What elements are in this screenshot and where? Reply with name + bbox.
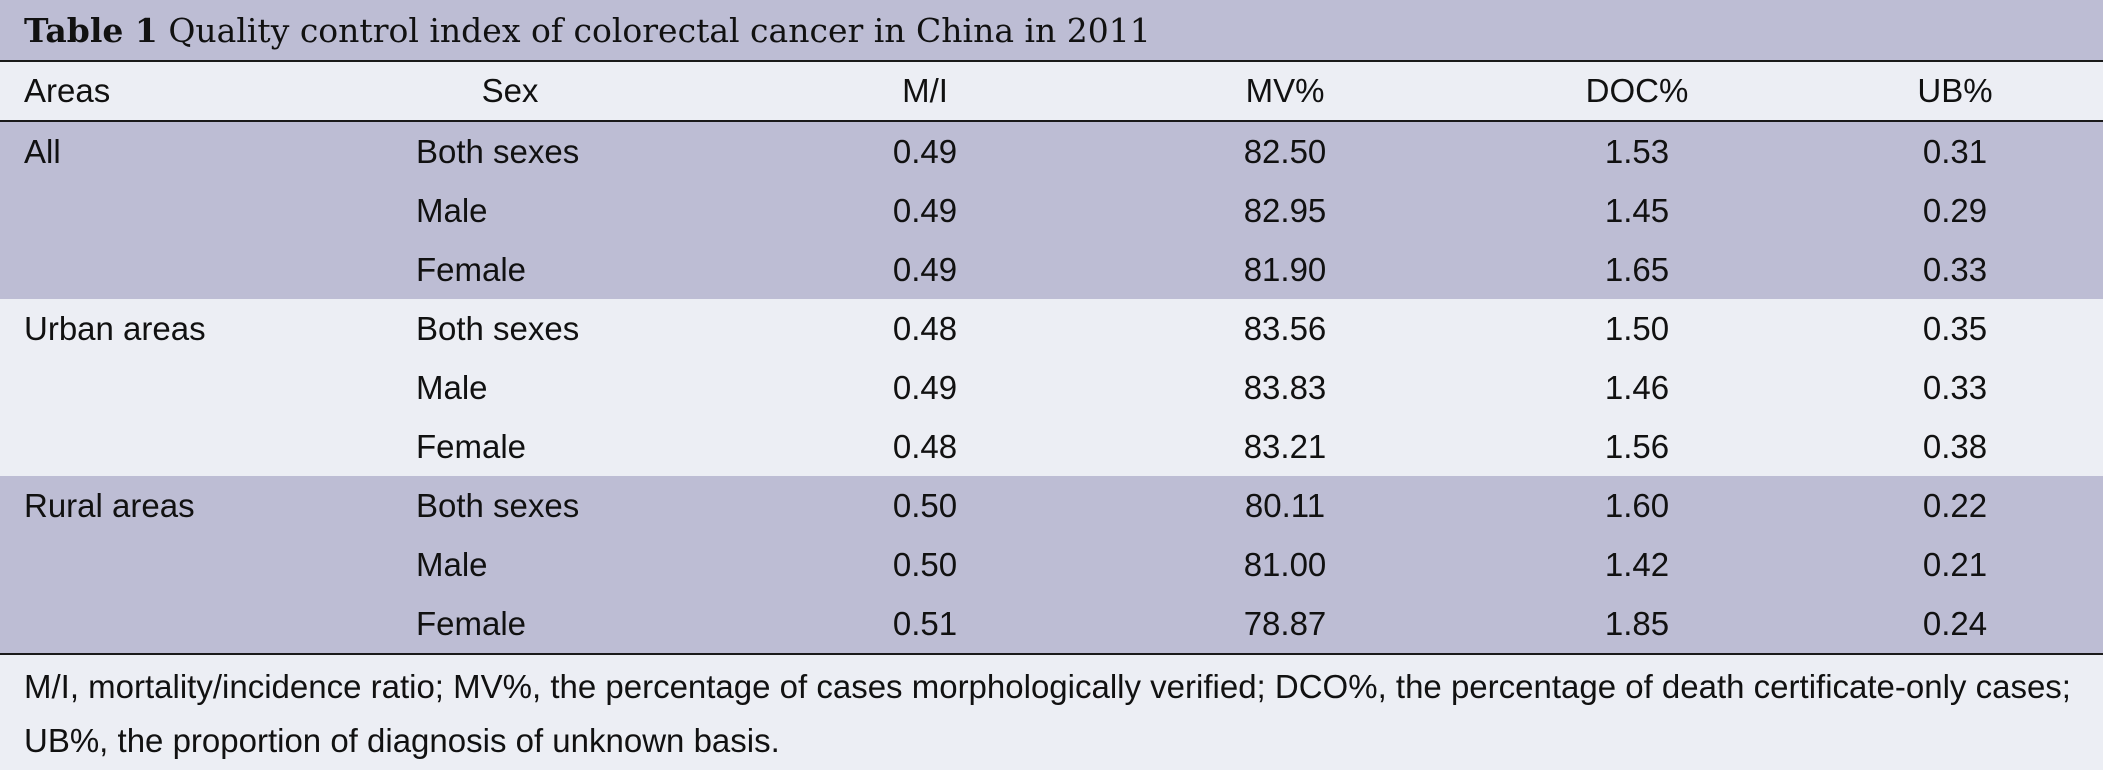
mi-cell: 0.49 (892, 192, 958, 229)
mi-cell: 0.48 (892, 428, 958, 465)
area-label: Rural areas (24, 487, 195, 524)
ub-cell: 0.22 (1922, 487, 1988, 524)
ub-cell: 0.24 (1922, 605, 1988, 642)
table-row: All Both sexes 0.49 82.50 1.53 0.31 (0, 122, 2103, 181)
table-caption-label: Table 1 (24, 11, 158, 50)
area-label: Urban areas (24, 310, 206, 347)
mi-cell: 0.49 (892, 369, 958, 406)
table-footnote: M/I, mortality/incidence ratio; MV%, the… (24, 668, 2071, 759)
mv-cell: 81.00 (1243, 546, 1327, 583)
table-row: Female 0.48 83.21 1.56 0.38 (0, 417, 2103, 476)
sex-cell: Male (416, 369, 488, 406)
table-row: Male 0.50 81.00 1.42 0.21 (0, 535, 2103, 594)
mv-cell: 80.11 (1244, 487, 1326, 524)
doc-cell: 1.45 (1604, 192, 1670, 229)
header-sex: Sex (481, 72, 539, 109)
mi-cell: 0.50 (892, 546, 958, 583)
mi-cell: 0.50 (892, 487, 958, 524)
doc-cell: 1.53 (1604, 133, 1670, 170)
mi-cell: 0.49 (892, 251, 958, 288)
table-row: Male 0.49 83.83 1.46 0.33 (0, 358, 2103, 417)
header-areas: Areas (24, 72, 111, 109)
ub-cell: 0.21 (1922, 546, 1988, 583)
mv-cell: 83.83 (1243, 369, 1327, 406)
doc-cell: 1.85 (1604, 605, 1670, 642)
sex-cell: Both sexes (416, 310, 580, 347)
mv-cell: 82.50 (1243, 133, 1327, 170)
doc-cell: 1.50 (1604, 310, 1670, 347)
sex-cell: Both sexes (416, 133, 580, 170)
doc-cell: 1.60 (1604, 487, 1670, 524)
group-urban-areas: Urban areas Both sexes 0.48 83.56 1.50 0… (0, 299, 2103, 476)
header-mv: MV% (1245, 72, 1325, 109)
header-mi: M/I (902, 72, 948, 109)
table-row: Urban areas Both sexes 0.48 83.56 1.50 0… (0, 299, 2103, 358)
table-header-row: Areas Sex M/I MV% DOC% UB% (0, 62, 2103, 122)
ub-cell: 0.33 (1922, 369, 1988, 406)
ub-cell: 0.35 (1922, 310, 1988, 347)
table-row: Male 0.49 82.95 1.45 0.29 (0, 181, 2103, 240)
doc-cell: 1.46 (1604, 369, 1670, 406)
mi-cell: 0.49 (892, 133, 958, 170)
sex-cell: Female (416, 428, 527, 465)
group-all: All Both sexes 0.49 82.50 1.53 0.31 Male… (0, 122, 2103, 299)
mv-cell: 78.87 (1243, 605, 1327, 642)
mi-cell: 0.48 (892, 310, 958, 347)
sex-cell: Female (416, 251, 527, 288)
doc-cell: 1.56 (1604, 428, 1670, 465)
sex-cell: Male (416, 192, 488, 229)
doc-cell: 1.65 (1604, 251, 1670, 288)
ub-cell: 0.33 (1922, 251, 1988, 288)
table-caption-title: Quality control index of colorectal canc… (168, 11, 1151, 50)
sex-cell: Female (416, 605, 527, 642)
mv-cell: 83.21 (1243, 428, 1327, 465)
table-row: Female 0.49 81.90 1.65 0.33 (0, 240, 2103, 299)
area-label: All (24, 133, 61, 170)
table-row: Rural areas Both sexes 0.50 80.11 1.60 0… (0, 476, 2103, 535)
header-ub: UB% (1917, 72, 1993, 109)
group-rural-areas: Rural areas Both sexes 0.50 80.11 1.60 0… (0, 476, 2103, 655)
table-caption: Table 1 Quality control index of colorec… (0, 0, 2103, 62)
sex-cell: Male (416, 546, 488, 583)
ub-cell: 0.29 (1922, 192, 1988, 229)
mv-cell: 82.95 (1243, 192, 1327, 229)
doc-cell: 1.42 (1604, 546, 1670, 583)
ub-cell: 0.38 (1922, 428, 1988, 465)
header-doc: DOC% (1585, 72, 1689, 109)
table-row: Female 0.51 78.87 1.85 0.24 (0, 594, 2103, 653)
mv-cell: 83.56 (1243, 310, 1327, 347)
mi-cell: 0.51 (892, 605, 958, 642)
mv-cell: 81.90 (1243, 251, 1327, 288)
ub-cell: 0.31 (1922, 133, 1988, 170)
sex-cell: Both sexes (416, 487, 580, 524)
